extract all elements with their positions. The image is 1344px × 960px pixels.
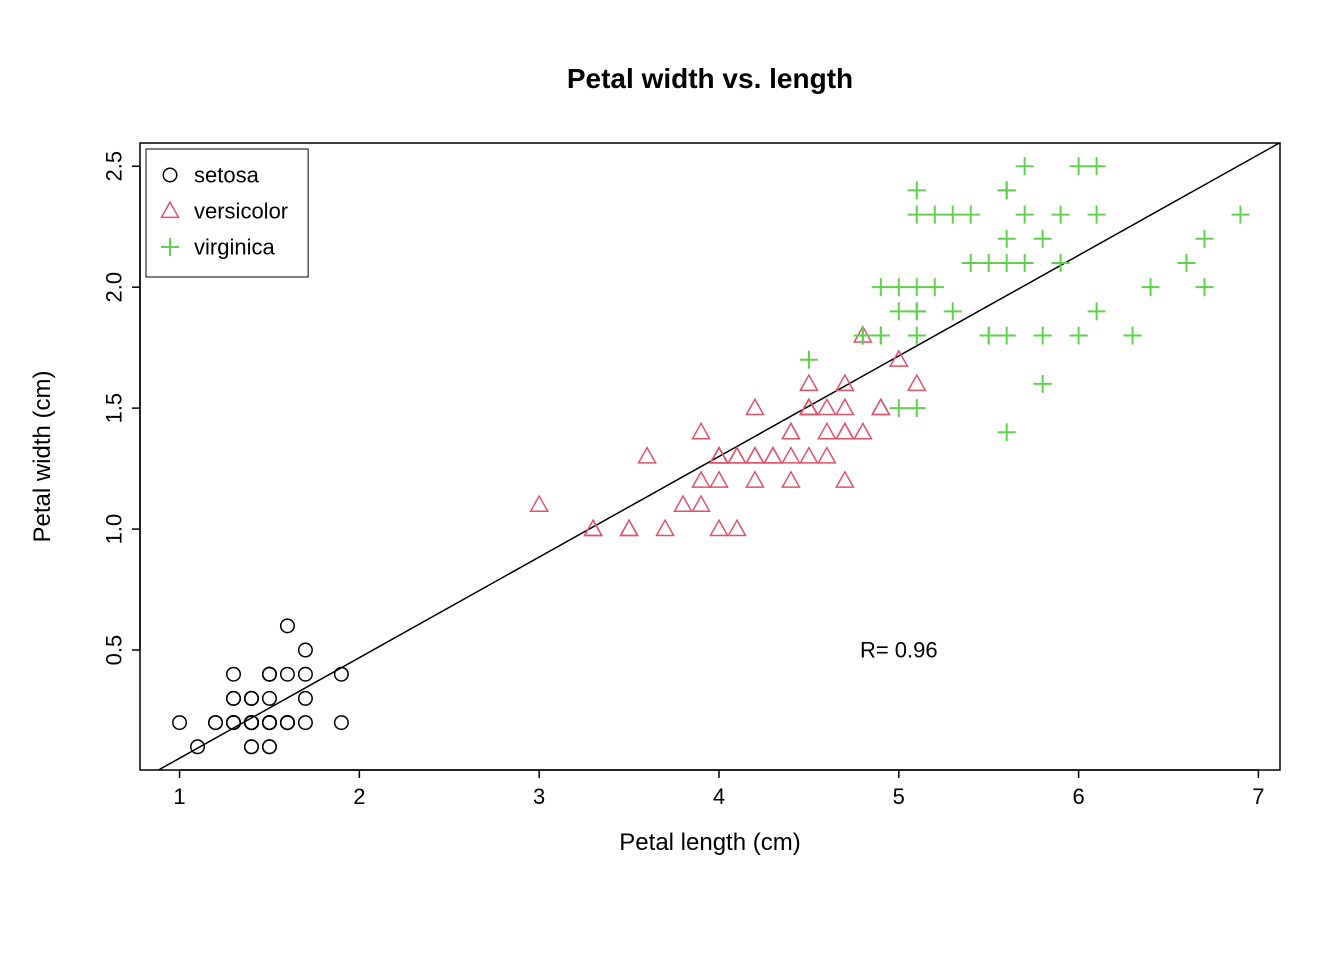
legend-label: virginica bbox=[194, 235, 275, 260]
y-axis-label: Petal width (cm) bbox=[29, 370, 56, 542]
x-tick-label: 7 bbox=[1252, 784, 1264, 809]
legend-label: versicolor bbox=[194, 199, 288, 224]
y-tick-label: 1.5 bbox=[102, 393, 127, 424]
scatter-chart: Petal width vs. length 1 2 3 4 5 6 7 0.5 1.0 1.5… bbox=[0, 0, 1344, 960]
regression-line bbox=[140, 143, 1280, 781]
y-tick-label: 2.0 bbox=[102, 272, 127, 303]
x-tick-label: 1 bbox=[173, 784, 185, 809]
legend: setosa versicolor virginica bbox=[146, 149, 308, 277]
x-tick-label: 6 bbox=[1072, 784, 1084, 809]
correlation-annotation: R= 0.96 bbox=[860, 638, 938, 663]
y-tick-label: 2.5 bbox=[102, 151, 127, 182]
plot-border bbox=[140, 143, 1280, 770]
data-points bbox=[173, 157, 1250, 753]
x-tick-label: 3 bbox=[533, 784, 545, 809]
series-setosa bbox=[173, 619, 348, 753]
series-versicolor bbox=[531, 327, 926, 536]
chart-title: Petal width vs. length bbox=[567, 63, 853, 94]
series-virginica bbox=[800, 157, 1250, 441]
x-tick-label: 5 bbox=[893, 784, 905, 809]
y-tick-label: 0.5 bbox=[102, 635, 127, 666]
legend-label: setosa bbox=[194, 163, 260, 188]
y-tick-label: 1.0 bbox=[102, 514, 127, 545]
x-tick-label: 2 bbox=[353, 784, 365, 809]
chart-svg: Petal width vs. length 1 2 3 4 5 6 7 0.5 1.0 1.5… bbox=[0, 0, 1344, 960]
x-axis: 1 2 3 4 5 6 7 bbox=[173, 770, 1264, 809]
x-tick-label: 4 bbox=[713, 784, 725, 809]
y-axis: 0.5 1.0 1.5 2.0 2.5 bbox=[102, 151, 141, 665]
x-axis-label: Petal length (cm) bbox=[619, 829, 800, 856]
